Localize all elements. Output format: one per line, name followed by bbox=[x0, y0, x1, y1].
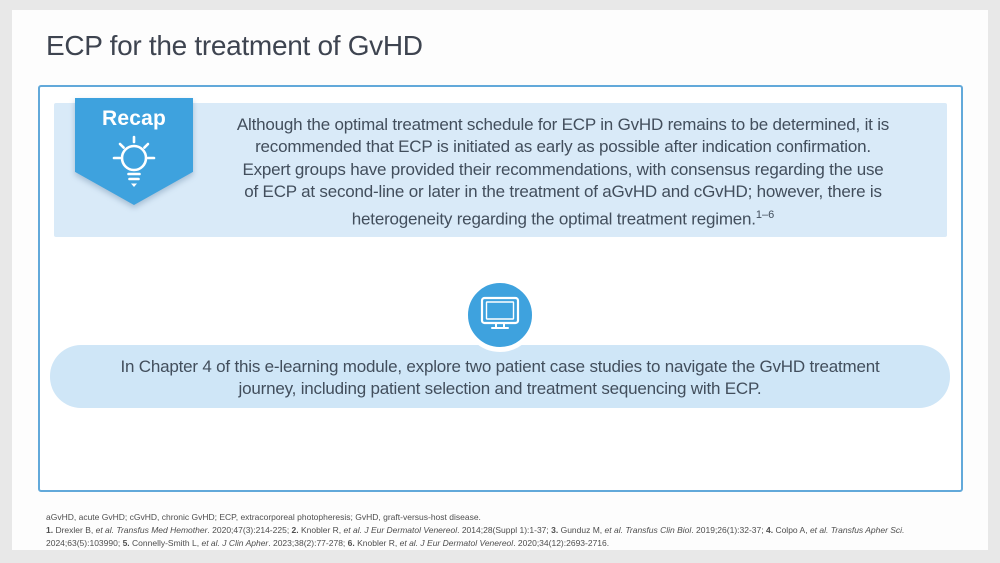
recap-line-text: heterogeneity regarding the optimal trea… bbox=[351, 209, 756, 229]
reference-line: 2024;63(5):103990; 5. Connelly-Smith L, … bbox=[46, 538, 610, 548]
page-title: ECP for the treatment of GvHD bbox=[46, 30, 423, 61]
abbreviations-line: aGvHD, acute GvHD; cGvHD, chronic GvHD; … bbox=[46, 512, 481, 522]
recap-line: of ECP at second-line or later in the tr… bbox=[244, 182, 882, 202]
monitor-icon bbox=[480, 296, 520, 335]
reference-superscript: 1–6 bbox=[755, 208, 775, 221]
lightbulb-icon bbox=[75, 133, 193, 196]
recap-panel bbox=[54, 103, 947, 237]
recap-line: recommended that ECP is initiated as ear… bbox=[255, 137, 871, 157]
recap-line: Expert groups have provided their recomm… bbox=[242, 159, 884, 179]
chapter-line: In Chapter 4 of this e-learning module, … bbox=[120, 357, 880, 376]
monitor-badge bbox=[463, 278, 537, 352]
slide: ECP for the treatment of GvHD Recap bbox=[12, 10, 988, 550]
recap-ribbon: Recap bbox=[75, 98, 193, 205]
recap-paragraph: Although the optimal treatment schedule … bbox=[190, 114, 936, 231]
recap-line: heterogeneity regarding the optimal trea… bbox=[190, 204, 936, 231]
recap-badge: Recap bbox=[75, 98, 193, 205]
footnote: aGvHD, acute GvHD; cGvHD, chronic GvHD; … bbox=[46, 511, 956, 550]
chapter-line: journey, including patient selection and… bbox=[238, 379, 762, 398]
recap-badge-label: Recap bbox=[101, 107, 167, 130]
recap-line: Although the optimal treatment schedule … bbox=[236, 115, 890, 134]
recap-card: Recap Although the bbox=[38, 85, 963, 492]
chapter-callout: In Chapter 4 of this e-learning module, … bbox=[50, 345, 950, 408]
reference-line: 1. Drexler B, et al. Transfus Med Hemoth… bbox=[46, 525, 905, 535]
